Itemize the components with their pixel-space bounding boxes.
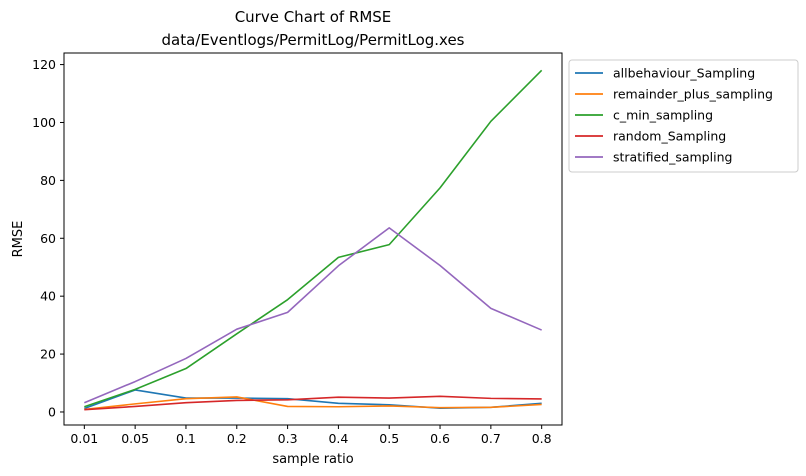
legend-label: random_Sampling <box>613 129 726 144</box>
series-line-c-min-sampling <box>84 69 543 408</box>
y-tick-label: 40 <box>40 289 56 304</box>
chart-subtitle: data/Eventlogs/PermitLog/PermitLog.xes <box>161 31 464 49</box>
y-tick-label: 0 <box>48 404 56 419</box>
legend-label: allbehaviour_Sampling <box>613 66 755 81</box>
x-axis: 0.01 0.05 0.1 0.2 0.3 0.4 0.5 0.6 0.7 0.8 <box>70 425 552 446</box>
x-tick-label: 0.3 <box>278 431 298 446</box>
plot-lines <box>84 69 543 411</box>
x-tick-label: 0.05 <box>121 431 149 446</box>
y-axis-label: RMSE <box>11 221 26 258</box>
series-line-stratified-sampling <box>84 227 542 404</box>
y-tick-label: 60 <box>40 231 56 246</box>
x-tick-label: 0.7 <box>481 431 501 446</box>
y-tick-label: 20 <box>40 347 56 362</box>
x-tick-label: 0.01 <box>70 431 98 446</box>
legend-label: remainder_plus_sampling <box>613 87 773 102</box>
series-line-random-sampling <box>84 395 542 411</box>
legend-label: stratified_sampling <box>613 150 732 165</box>
x-tick-label: 0.2 <box>227 431 247 446</box>
series-line-remainder-plus-sampling <box>84 396 542 411</box>
y-tick-label: 120 <box>32 57 56 72</box>
y-axis: 0 20 40 60 80 100 120 <box>32 57 64 419</box>
x-axis-label: sample ratio <box>272 452 353 467</box>
x-tick-label: 0.5 <box>379 431 399 446</box>
plot-frame <box>63 52 563 426</box>
x-tick-label: 0.6 <box>430 431 450 446</box>
legend-label: c_min_sampling <box>613 108 713 123</box>
legend: allbehaviour_Sampling remainder_plus_samp… <box>568 59 799 173</box>
x-tick-label: 0.8 <box>532 431 552 446</box>
legend-frame <box>568 59 799 173</box>
x-tick-label: 0.1 <box>176 431 196 446</box>
y-tick-label: 80 <box>40 173 56 188</box>
y-tick-label: 100 <box>32 115 56 130</box>
x-tick-label: 0.4 <box>328 431 348 446</box>
chart-title: Curve Chart of RMSE <box>235 8 392 26</box>
